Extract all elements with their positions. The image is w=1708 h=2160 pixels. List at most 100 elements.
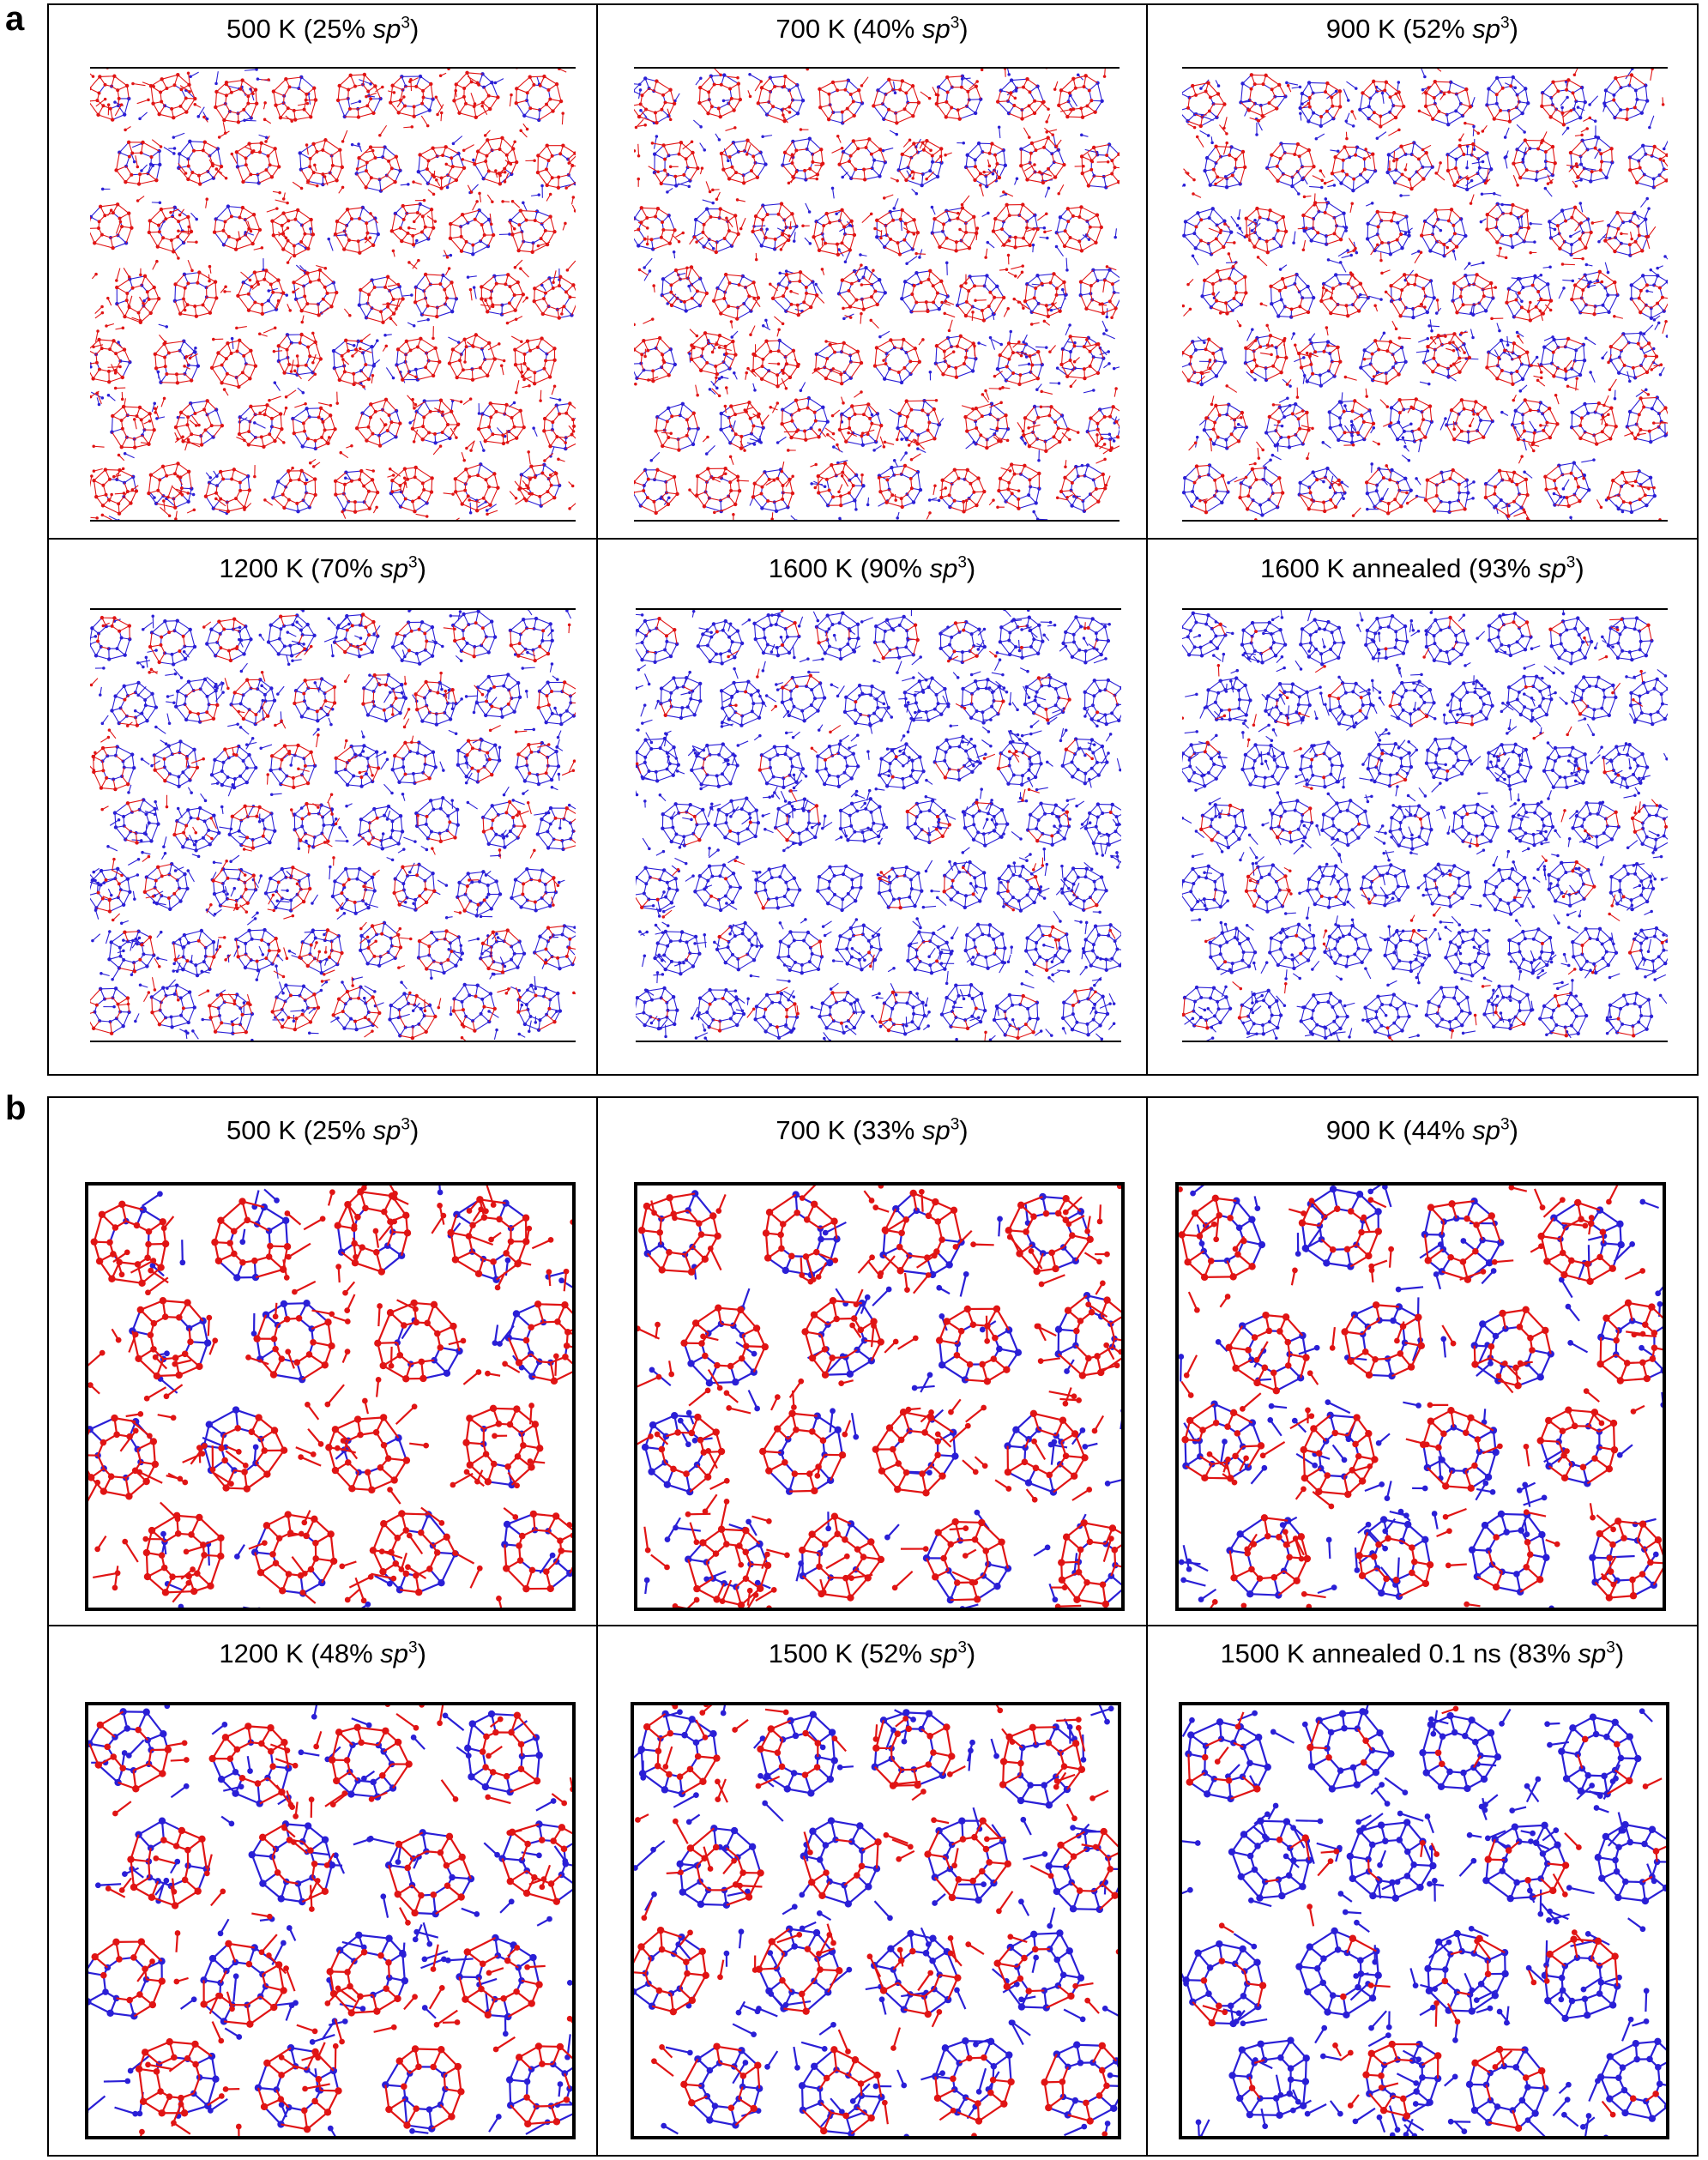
caption-sp: sp [922,1115,951,1145]
caption-sup: 3 [401,15,410,33]
caption: 1200 K (70% sp3) [49,553,596,584]
simulation-box [1178,1702,1669,2139]
panel-b: 500 K (25% sp3) 700 K (33% sp3) 900 K (4… [47,1096,1699,2157]
sp2-cages [85,1182,576,1611]
structure-snapshot [636,608,1122,1042]
panel-b-cell-6: 1500 K annealed 0.1 ns (83% sp3) [1148,1626,1697,2155]
caption-sup: 3 [408,1639,418,1657]
simulation-box [1174,1182,1666,1611]
caption-sup: 3 [957,1639,967,1657]
caption-sup: 3 [1500,1116,1510,1134]
caption-sp: sp [1472,1115,1500,1145]
caption-close: ) [959,14,968,44]
caption-close: ) [967,553,975,583]
panel-a: 500 K (25% sp3) 700 K (40% sp3) 900 K (5… [47,3,1699,1076]
caption-text: 1200 K (70% [219,553,380,583]
caption: 1200 K (48% sp3) [49,1638,596,1669]
caption: 500 K (25% sp3) [49,1115,596,1146]
caption-sp: sp [930,1638,958,1668]
caption-close: ) [418,553,426,583]
sp2-cages [90,608,576,1042]
caption-sp: sp [373,1115,401,1145]
caption-sp: sp [922,14,951,44]
caption-close: ) [1510,1115,1518,1145]
caption: 1600 K (90% sp3) [598,553,1145,584]
caption-close: ) [410,14,419,44]
sp3-network [90,608,576,1042]
caption-close: ) [1615,1638,1624,1668]
caption-text: 900 K (44% [1326,1115,1473,1145]
caption-sup: 3 [401,1116,410,1134]
caption-text: 1600 K (90% [769,553,930,583]
panel-b-cell-5: 1500 K (52% sp3) [598,1626,1148,2155]
simulation-box [631,1702,1122,2139]
structure-snapshot [1178,1702,1669,2139]
structure-snapshot [1181,67,1668,522]
panel-b-cell-3: 900 K (44% sp3) [1147,1098,1697,1626]
sp2-cages [1181,67,1668,522]
panel-label-b: b [5,1091,26,1125]
caption-sp: sp [1538,553,1566,583]
caption-text: 1500 K annealed 0.1 ns (83% [1220,1638,1578,1668]
caption-text: 700 K (40% [776,14,922,44]
caption: 700 K (40% sp3) [598,14,1145,45]
structure-snapshot [85,1702,576,2139]
caption-sup: 3 [408,554,418,572]
sp3-network [1181,608,1668,1042]
caption-text: 900 K (52% [1326,14,1473,44]
caption-close: ) [1575,553,1584,583]
sp3-network [1181,67,1668,522]
caption-sp: sp [930,553,958,583]
caption-sup: 3 [951,1116,960,1134]
caption-close: ) [418,1638,426,1668]
caption-sp: sp [1472,14,1500,44]
caption-sp: sp [1578,1638,1607,1668]
sp2-cages [636,608,1119,1042]
caption-sp: sp [373,14,401,44]
caption-close: ) [959,1115,968,1145]
sp3-network [86,1182,576,1611]
sp2-cages [90,67,576,522]
structure-snapshot [631,1702,1122,2139]
caption: 1500 K annealed 0.1 ns (83% sp3) [1148,1638,1697,1669]
sp3-network [90,68,576,522]
caption-sup: 3 [1500,15,1510,33]
simulation-box [85,1182,576,1611]
simulation-box [634,1182,1126,1611]
sp2-cages [1174,1182,1666,1611]
caption-text: 500 K (25% [226,1115,373,1145]
caption-sp: sp [380,553,408,583]
panel-a-cell-2: 700 K (40% sp3) [598,5,1148,540]
structure-snapshot [90,608,576,1042]
panel-a-cell-3: 900 K (52% sp3) [1147,5,1697,540]
panel-a-cell-1: 500 K (25% sp3) [49,5,599,540]
panel-b-cell-1: 500 K (25% sp3) [49,1098,599,1626]
panel-b-cell-4: 1200 K (48% sp3) [49,1626,599,2155]
structure-snapshot [1181,608,1668,1042]
caption-sup: 3 [951,15,960,33]
structure-snapshot [634,1182,1126,1611]
caption-text: 1500 K (52% [769,1638,930,1668]
caption-sup: 3 [1566,554,1576,572]
sp3-network [636,608,1122,1042]
structure-snapshot [1174,1182,1666,1611]
caption-sp: sp [380,1638,408,1668]
caption-sup: 3 [957,554,967,572]
sp2-cages [88,1702,576,2139]
sp2-cages [634,1182,1126,1611]
panel-a-cell-6: 1600 K annealed (93% sp3) [1148,540,1697,1074]
caption: 900 K (52% sp3) [1148,14,1697,45]
panel-label-a: a [5,2,24,36]
sp3-network [1178,1702,1669,2139]
sp3-network [631,1702,1122,2139]
caption-close: ) [410,1115,419,1145]
structure-snapshot [85,1182,576,1611]
caption-text: 1200 K (48% [219,1638,380,1668]
caption-text: 1600 K annealed (93% [1260,553,1538,583]
caption-text: 500 K (25% [226,14,373,44]
sp2-cages [631,1702,1122,2139]
panel-a-cell-4: 1200 K (70% sp3) [49,540,599,1074]
sp2-cages [634,67,1120,522]
caption: 1600 K annealed (93% sp3) [1148,553,1697,584]
panel-b-cell-2: 700 K (33% sp3) [598,1098,1148,1626]
